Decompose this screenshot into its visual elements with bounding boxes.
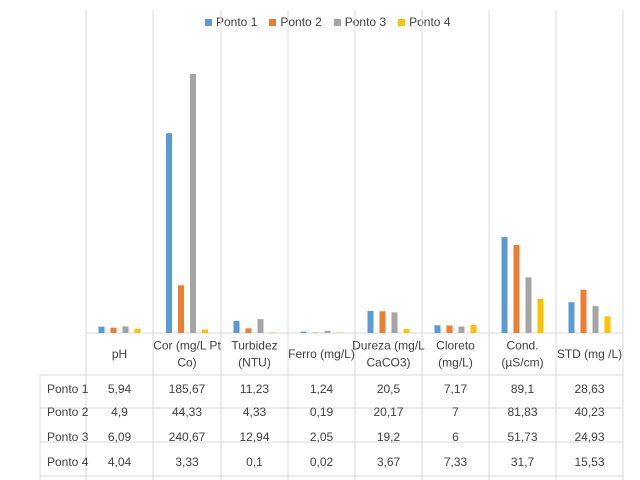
category-label: Ferro (mg/L) xyxy=(288,347,355,361)
table-cell-value: 12,94 xyxy=(239,430,269,444)
table-row-header: Ponto 3 xyxy=(47,430,89,444)
bar-ponto-1 xyxy=(367,310,374,333)
category-label: (mg/L) xyxy=(438,356,473,370)
category-label: pH xyxy=(112,347,127,361)
table-cell-value: 3,67 xyxy=(377,455,401,469)
category-label: Dureza (mg/L xyxy=(352,339,425,353)
bar-ponto-3 xyxy=(525,277,532,333)
table-cell-value: 28,63 xyxy=(574,382,604,396)
category-label: STD (mg /L) xyxy=(557,347,622,361)
bar-ponto-1 xyxy=(501,237,508,333)
bar-ponto-2 xyxy=(110,327,117,333)
category-label: (µS/cm) xyxy=(501,356,543,370)
bar-ponto-3 xyxy=(190,74,196,333)
table-cell-value: 44,33 xyxy=(172,405,202,419)
legend-item: Ponto 1 xyxy=(205,15,257,29)
bar-ponto-2 xyxy=(312,332,319,333)
legend-item: Ponto 4 xyxy=(398,15,451,29)
table-cell-value: 40,23 xyxy=(574,405,604,419)
table-cell-value: 185,67 xyxy=(169,382,206,396)
category-label: Turbidez xyxy=(231,339,277,353)
legend-label: Ponto 2 xyxy=(280,15,322,29)
bar-ponto-4 xyxy=(403,329,410,333)
legend-swatch xyxy=(205,18,212,26)
table-cell-value: 11,23 xyxy=(240,382,269,396)
bar-ponto-3 xyxy=(391,312,398,333)
table-row-header: Ponto 1 xyxy=(47,382,89,396)
bar-ponto-3 xyxy=(324,330,331,333)
legend-swatch xyxy=(333,18,341,26)
bar-ponto-1 xyxy=(300,331,307,333)
bar-ponto-4 xyxy=(336,332,343,333)
bar-ponto-1 xyxy=(434,325,441,333)
bar-ponto-2 xyxy=(513,244,520,333)
table-cell-value: 19,2 xyxy=(377,430,401,444)
category-label: CaCO3) xyxy=(366,356,410,370)
table-cell-value: 4,04 xyxy=(108,455,132,469)
table-cell-value: 89,1 xyxy=(511,382,535,396)
table-row-header: Ponto 4 xyxy=(47,455,89,469)
bar-ponto-4 xyxy=(269,332,276,333)
table-cell-value: 2,05 xyxy=(310,430,334,444)
bar-ponto-2 xyxy=(245,328,252,333)
table-cell-value: 3,33 xyxy=(175,455,199,469)
table-cell-value: 0,02 xyxy=(310,455,334,469)
table-cell-value: 1,24 xyxy=(310,382,334,396)
bar-ponto-1 xyxy=(233,320,240,333)
legend-swatch xyxy=(269,18,277,26)
table-cell-value: 51,73 xyxy=(507,430,537,444)
bar-ponto-1 xyxy=(166,133,172,333)
table-cell-value: 24,93 xyxy=(574,430,604,444)
bar-ponto-1 xyxy=(568,302,575,333)
bar-ponto-4 xyxy=(134,328,141,333)
legend-swatch xyxy=(398,18,406,26)
legend-label: Ponto 4 xyxy=(409,15,451,29)
legend-item: Ponto 2 xyxy=(269,15,322,29)
table-cell-value: 20,17 xyxy=(373,405,403,419)
bar-ponto-2 xyxy=(379,311,386,333)
bar-ponto-2 xyxy=(446,325,453,333)
table-cell-value: 4,9 xyxy=(111,405,128,419)
bar-ponto-4 xyxy=(537,298,544,333)
table-row-header: Ponto 2 xyxy=(47,405,89,419)
table-cell-value: 0,19 xyxy=(310,405,334,419)
table-cell-value: 4,33 xyxy=(243,405,267,419)
table-cell-value: 6 xyxy=(452,430,459,444)
legend-label: Ponto 1 xyxy=(216,15,258,29)
table-cell-value: 240,67 xyxy=(169,430,206,444)
bar-ponto-4 xyxy=(470,325,477,333)
bar-ponto-1 xyxy=(98,326,105,333)
bar-ponto-4 xyxy=(202,329,208,333)
category-label: Cond. xyxy=(506,339,538,353)
table-cell-value: 0,1 xyxy=(246,455,263,469)
bar-ponto-3 xyxy=(592,306,599,333)
table-cell-value: 81,83 xyxy=(507,405,537,419)
table-cell-value: 31,7 xyxy=(511,455,535,469)
table-cell-value: 7,17 xyxy=(444,382,468,396)
category-label: Cor (mg/L Pt xyxy=(153,339,221,353)
table-cell-value: 7 xyxy=(452,405,459,419)
table-cell-value: 7,33 xyxy=(444,455,468,469)
bar-ponto-2 xyxy=(580,289,587,333)
table-cell-value: 20,5 xyxy=(377,382,401,396)
bar-ponto-3 xyxy=(122,326,129,333)
category-label: Co) xyxy=(177,356,196,370)
bar-ponto-2 xyxy=(178,285,184,333)
category-label: Cloreto xyxy=(436,339,475,353)
bar-ponto-3 xyxy=(458,326,465,333)
bar-ponto-3 xyxy=(257,319,264,333)
table-cell-value: 5,94 xyxy=(108,382,132,396)
table-cell-value: 15,53 xyxy=(574,455,604,469)
category-label: (NTU) xyxy=(238,356,271,370)
table-cell-value: 6,09 xyxy=(108,430,132,444)
bar-ponto-4 xyxy=(604,316,611,333)
